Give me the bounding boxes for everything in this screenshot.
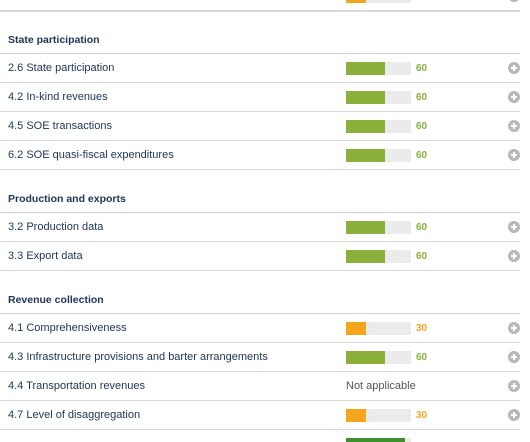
score-value: 60 bbox=[416, 92, 428, 103]
table-row: 3.2 Production data 60 bbox=[0, 213, 520, 242]
score-bar bbox=[346, 221, 411, 234]
section-title-production-exports: Production and exports bbox=[8, 193, 126, 205]
table-row: 4.3 Infrastructure provisions and barter… bbox=[0, 343, 520, 372]
indicator-label: 4.7 Level of disaggregation bbox=[8, 409, 141, 421]
expand-icon[interactable] bbox=[508, 322, 520, 334]
score-fill bbox=[346, 250, 385, 263]
score-fill bbox=[346, 221, 385, 234]
score-value: 60 bbox=[416, 352, 428, 363]
score-fill bbox=[346, 351, 385, 364]
expand-icon[interactable] bbox=[508, 221, 520, 233]
score-bar bbox=[346, 149, 411, 162]
score-value: 60 bbox=[416, 222, 428, 233]
indicator-label: 4.4 Transportation revenues bbox=[8, 380, 145, 392]
score-bar bbox=[346, 250, 411, 263]
not-applicable-text: Not applicable bbox=[346, 380, 416, 392]
table-row: 3.3 Export data 60 bbox=[0, 242, 520, 271]
section-title-state-participation: State participation bbox=[8, 34, 100, 46]
score-value: 30 bbox=[416, 410, 428, 421]
divider bbox=[0, 11, 520, 12]
score-value: 60 bbox=[416, 251, 428, 262]
indicator-label: 4.2 In-kind revenues bbox=[8, 91, 108, 103]
score-value: 60 bbox=[416, 63, 428, 74]
score-bar bbox=[346, 351, 411, 364]
score-fill bbox=[346, 409, 366, 422]
table-row-partial-bottom bbox=[0, 430, 520, 442]
table-row: 4.5 SOE transactions 60 bbox=[0, 112, 520, 141]
expand-icon[interactable] bbox=[508, 409, 520, 421]
indicator-label: 4.1 Comprehensiveness bbox=[8, 322, 127, 334]
score-fill bbox=[346, 120, 385, 133]
score-bar bbox=[346, 0, 411, 3]
score-fill bbox=[346, 91, 385, 104]
indicator-label: 4.5 SOE transactions bbox=[8, 120, 112, 132]
score-value: 30 bbox=[416, 323, 428, 334]
table-row: 4.4 Transportation revenues Not applicab… bbox=[0, 372, 520, 401]
indicator-label: 3.2 Production data bbox=[8, 221, 104, 233]
score-fill bbox=[346, 322, 366, 335]
section-divider bbox=[0, 53, 520, 54]
indicator-label: 2.6 State participation bbox=[8, 62, 115, 74]
expand-icon[interactable] bbox=[508, 380, 520, 392]
table-row: 4.1 Comprehensiveness 30 bbox=[0, 314, 520, 343]
indicator-label: 4.3 Infrastructure provisions and barter… bbox=[8, 351, 268, 363]
indicator-label: 3.3 Export data bbox=[8, 250, 83, 262]
score-bar bbox=[346, 120, 411, 133]
expand-icon[interactable] bbox=[508, 351, 520, 363]
score-bar bbox=[346, 438, 411, 442]
expand-icon[interactable] bbox=[508, 149, 520, 161]
score-bar bbox=[346, 62, 411, 75]
section-title-revenue-collection: Revenue collection bbox=[8, 294, 104, 306]
expand-icon[interactable] bbox=[508, 250, 520, 262]
score-value: 60 bbox=[416, 150, 428, 161]
section-divider bbox=[0, 212, 520, 213]
table-row: 4.7 Level of disaggregation 30 bbox=[0, 401, 520, 430]
indicator-label: 6.2 SOE quasi-fiscal expenditures bbox=[8, 149, 174, 161]
table-row: 4.2 In-kind revenues 60 bbox=[0, 83, 520, 112]
expand-icon[interactable] bbox=[508, 0, 520, 2]
score-value: 60 bbox=[416, 121, 428, 132]
table-row: 2.6 State participation 60 bbox=[0, 54, 520, 83]
expand-icon[interactable] bbox=[508, 91, 520, 103]
expand-icon[interactable] bbox=[508, 120, 520, 132]
score-fill bbox=[346, 62, 385, 75]
table-row-partial-top bbox=[0, 0, 520, 11]
score-bar bbox=[346, 409, 411, 422]
expand-icon[interactable] bbox=[508, 62, 520, 74]
score-fill bbox=[346, 149, 385, 162]
section-divider bbox=[0, 313, 520, 314]
table-row: 6.2 SOE quasi-fiscal expenditures 60 bbox=[0, 141, 520, 170]
score-bar bbox=[346, 322, 411, 335]
score-bar bbox=[346, 91, 411, 104]
